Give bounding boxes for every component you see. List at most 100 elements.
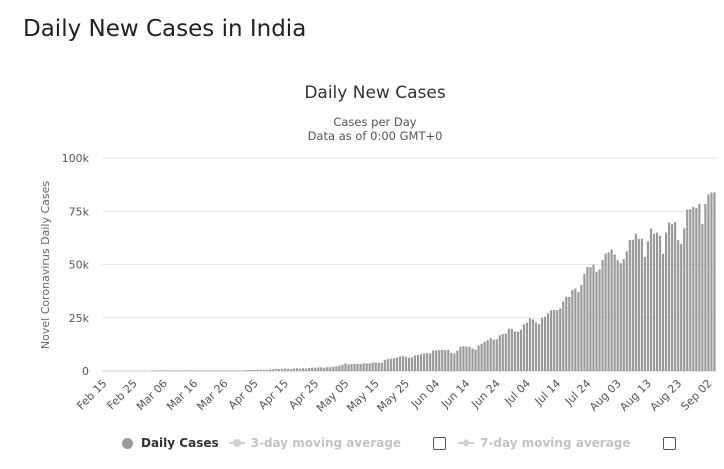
bar[interactable] — [568, 296, 571, 371]
bar[interactable] — [214, 370, 217, 371]
bar[interactable] — [643, 256, 647, 371]
bar[interactable] — [280, 368, 284, 371]
bar[interactable] — [332, 366, 335, 371]
bar[interactable] — [565, 296, 568, 371]
bar[interactable] — [601, 260, 604, 371]
bar[interactable] — [553, 309, 556, 371]
bar[interactable] — [519, 329, 523, 371]
legend-item-3-day-average[interactable]: 3-day moving average — [228, 436, 401, 450]
bar[interactable] — [286, 368, 290, 371]
bar[interactable] — [680, 243, 683, 371]
bar[interactable] — [181, 370, 184, 371]
bar[interactable] — [353, 363, 356, 371]
bar[interactable] — [649, 228, 653, 371]
bar[interactable] — [292, 368, 296, 371]
bar[interactable] — [383, 359, 386, 371]
bar[interactable] — [326, 367, 329, 371]
bar[interactable] — [295, 368, 299, 371]
bar[interactable] — [586, 266, 589, 371]
bar[interactable] — [540, 317, 544, 371]
bar[interactable] — [344, 363, 347, 371]
bar[interactable] — [311, 367, 314, 371]
bar[interactable] — [701, 224, 704, 371]
bar[interactable] — [168, 370, 172, 371]
bar[interactable] — [674, 222, 677, 371]
bar[interactable] — [211, 370, 214, 371]
bar[interactable] — [299, 368, 302, 371]
bar[interactable] — [241, 370, 244, 371]
bar[interactable] — [335, 366, 338, 371]
bar[interactable] — [329, 367, 332, 371]
bar[interactable] — [525, 322, 529, 371]
bar[interactable] — [544, 316, 547, 371]
bar[interactable] — [368, 363, 371, 371]
bar[interactable] — [226, 370, 229, 371]
bar[interactable] — [377, 362, 380, 371]
bar[interactable] — [274, 369, 278, 371]
bar[interactable] — [616, 260, 619, 371]
bar[interactable] — [305, 368, 308, 371]
bar[interactable] — [401, 356, 405, 371]
bar[interactable] — [347, 364, 350, 371]
bar[interactable] — [459, 346, 462, 371]
bar[interactable] — [468, 346, 471, 371]
bar[interactable] — [707, 194, 710, 371]
bar[interactable] — [208, 370, 211, 371]
bar[interactable] — [217, 370, 220, 371]
bar[interactable] — [184, 370, 187, 371]
bar[interactable] — [640, 238, 643, 371]
bar[interactable] — [235, 370, 238, 371]
bar[interactable] — [178, 370, 181, 371]
bar[interactable] — [420, 354, 423, 371]
bar[interactable] — [320, 367, 323, 371]
bar[interactable] — [187, 370, 190, 371]
bar[interactable] — [686, 209, 689, 371]
bar[interactable] — [156, 370, 160, 371]
bar[interactable] — [571, 290, 574, 371]
bar[interactable] — [196, 370, 199, 371]
bar[interactable] — [456, 350, 459, 371]
bar[interactable] — [165, 370, 169, 371]
bar[interactable] — [395, 357, 398, 371]
bar[interactable] — [583, 273, 586, 371]
bar[interactable] — [432, 350, 435, 371]
bar[interactable] — [592, 264, 595, 371]
bar[interactable] — [283, 368, 287, 371]
bar[interactable] — [199, 370, 202, 371]
bar[interactable] — [689, 209, 692, 371]
bar[interactable] — [489, 338, 492, 371]
bar[interactable] — [492, 339, 495, 371]
bar[interactable] — [223, 370, 226, 371]
bar[interactable] — [205, 370, 208, 371]
bar[interactable] — [407, 357, 411, 371]
bar[interactable] — [444, 350, 447, 371]
bar[interactable] — [580, 284, 583, 371]
bar[interactable] — [253, 369, 256, 371]
bar[interactable] — [338, 365, 341, 371]
bar[interactable] — [577, 291, 580, 371]
bar[interactable] — [537, 324, 541, 371]
bar[interactable] — [190, 370, 193, 371]
bar[interactable] — [159, 370, 163, 371]
bar[interactable] — [465, 346, 468, 371]
bar[interactable] — [528, 318, 532, 371]
bar[interactable] — [625, 251, 628, 371]
bar[interactable] — [289, 368, 293, 371]
checkbox-7-day-average[interactable] — [662, 436, 676, 450]
bar[interactable] — [426, 353, 429, 371]
bar[interactable] — [317, 367, 320, 371]
bar[interactable] — [474, 349, 477, 371]
bar[interactable] — [704, 204, 707, 371]
bar[interactable] — [677, 240, 680, 371]
bar[interactable] — [398, 356, 402, 371]
bar[interactable] — [220, 370, 223, 371]
bar[interactable] — [302, 368, 305, 371]
bar[interactable] — [501, 334, 504, 371]
bar[interactable] — [698, 203, 701, 371]
bar[interactable] — [589, 267, 592, 371]
bar[interactable] — [607, 252, 610, 371]
bar[interactable] — [268, 369, 271, 371]
bar[interactable] — [423, 353, 426, 371]
bar[interactable] — [350, 363, 353, 371]
bar[interactable] — [175, 370, 178, 371]
